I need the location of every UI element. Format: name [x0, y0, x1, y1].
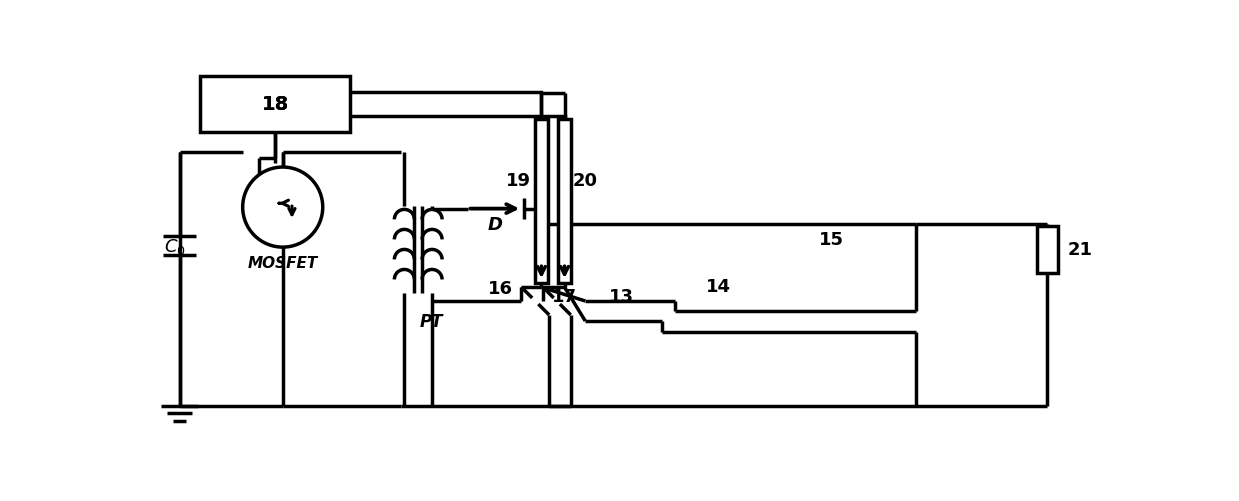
Text: 16: 16 [488, 280, 513, 297]
Bar [201, 77, 351, 132]
Bar [559, 119, 571, 283]
Text: MOSFET: MOSFET [248, 256, 318, 271]
Text: $C_0$: $C_0$ [164, 236, 186, 256]
Bar [1037, 226, 1058, 274]
Text: 15: 15 [819, 231, 844, 249]
Text: 18: 18 [261, 95, 289, 114]
Bar [535, 119, 548, 283]
Text: 20: 20 [572, 172, 598, 190]
Text: 17: 17 [553, 287, 577, 305]
Text: 14: 14 [706, 277, 731, 295]
Text: D: D [488, 215, 503, 233]
Text: 21: 21 [1068, 241, 1093, 259]
Text: 18: 18 [261, 95, 289, 114]
Text: PT: PT [420, 313, 444, 330]
Text: 13: 13 [610, 287, 634, 305]
Circle shape [243, 168, 322, 247]
Text: 19: 19 [506, 172, 530, 190]
